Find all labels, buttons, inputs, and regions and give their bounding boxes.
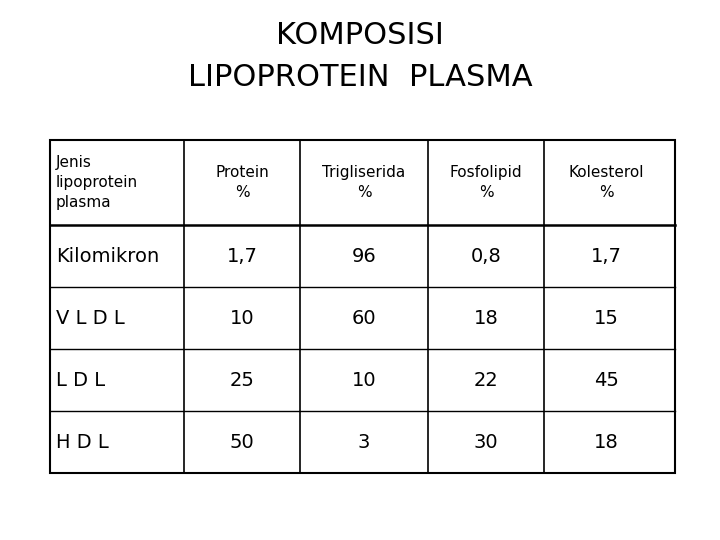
Text: V L D L: V L D L: [56, 308, 125, 327]
Text: KOMPOSISI: KOMPOSISI: [276, 21, 444, 50]
Text: H D L: H D L: [56, 433, 109, 451]
Text: Protein
%: Protein %: [215, 165, 269, 200]
Text: Kolesterol
%: Kolesterol %: [569, 165, 644, 200]
Text: Kilomikron: Kilomikron: [56, 246, 159, 266]
Text: 10: 10: [352, 370, 377, 389]
Text: 18: 18: [474, 308, 498, 327]
Bar: [50, 140, 675, 473]
Text: Trigliserida
%: Trigliserida %: [323, 165, 405, 200]
Text: Fosfolipid
%: Fosfolipid %: [449, 165, 522, 200]
Text: 45: 45: [594, 370, 618, 389]
Text: 1,7: 1,7: [591, 246, 621, 266]
Text: Jenis
lipoprotein
plasma: Jenis lipoprotein plasma: [56, 155, 138, 210]
Text: 1,7: 1,7: [227, 246, 258, 266]
Text: 50: 50: [230, 433, 255, 451]
Text: 25: 25: [230, 370, 255, 389]
Text: 30: 30: [474, 433, 498, 451]
Text: 10: 10: [230, 308, 254, 327]
Text: 60: 60: [352, 308, 377, 327]
Text: 22: 22: [474, 370, 498, 389]
Text: L D L: L D L: [56, 370, 105, 389]
Text: 3: 3: [358, 433, 370, 451]
Text: 96: 96: [351, 246, 377, 266]
Text: 15: 15: [594, 308, 618, 327]
Text: LIPOPROTEIN  PLASMA: LIPOPROTEIN PLASMA: [188, 64, 532, 92]
Text: 18: 18: [594, 433, 618, 451]
Text: 0,8: 0,8: [471, 246, 501, 266]
